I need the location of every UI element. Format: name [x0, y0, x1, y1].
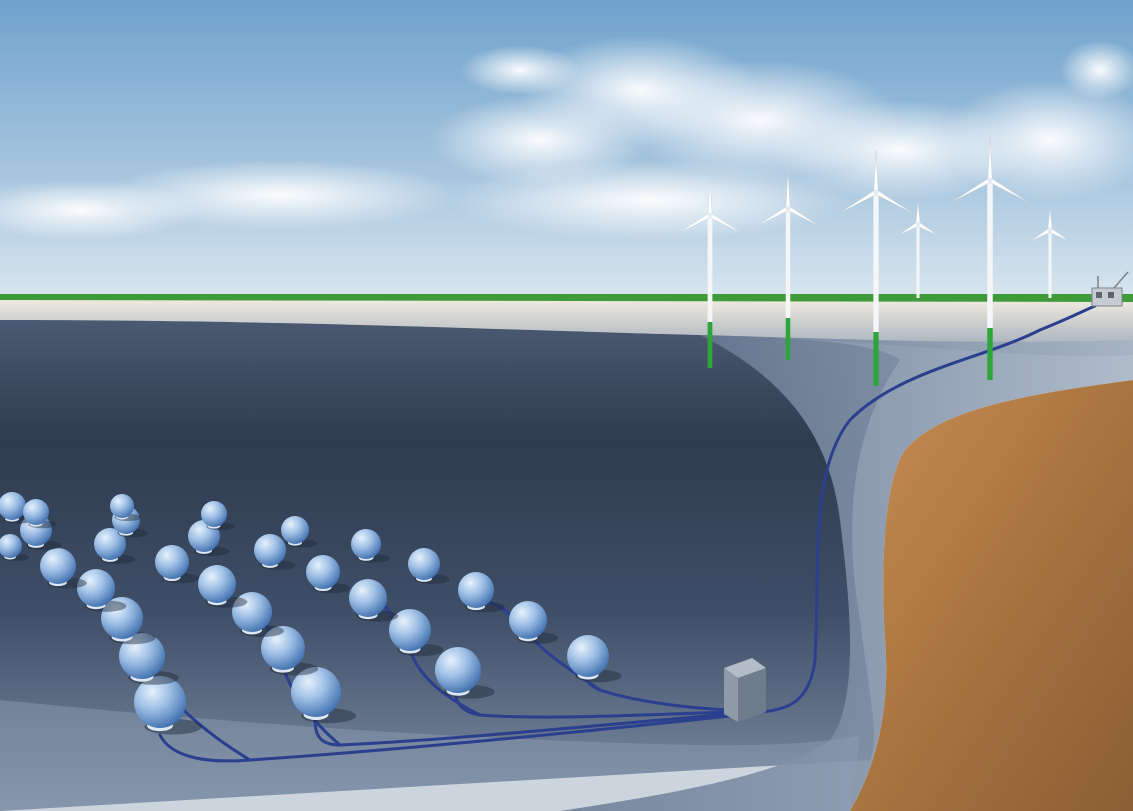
- storage-sphere: [101, 597, 156, 645]
- storage-sphere: [254, 534, 296, 570]
- floor-highlight: [0, 700, 860, 811]
- storage-sphere: [349, 579, 399, 622]
- storage-sphere: [112, 506, 149, 538]
- storage-sphere: [110, 494, 142, 522]
- storage-sphere: [435, 647, 495, 699]
- storage-sphere: [119, 633, 179, 685]
- storage-sphere: [198, 565, 248, 608]
- storage-sphere: [201, 501, 235, 531]
- storage-sphere: [134, 676, 202, 735]
- storage-sphere: [567, 635, 622, 683]
- storage-sphere: [306, 555, 351, 594]
- wind-turbine: [839, 149, 913, 386]
- wind-turbine: [676, 176, 744, 368]
- cables: [93, 304, 1097, 763]
- storage-sphere: [281, 516, 318, 548]
- grass-horizon: [0, 294, 1133, 304]
- storage-sphere: [389, 609, 444, 657]
- wind-turbine: [951, 135, 1029, 380]
- storage-sphere: [458, 572, 505, 613]
- shore-station: [1091, 271, 1129, 307]
- basin-wall: [560, 335, 1133, 811]
- storage-sphere: [261, 626, 319, 676]
- storage-sphere: [408, 548, 450, 584]
- storage-sphere: [509, 601, 559, 644]
- storage-sphere: [0, 534, 30, 562]
- junction-box: [724, 658, 766, 722]
- clouds: [0, 35, 1133, 240]
- storage-sphere: [291, 667, 356, 724]
- storage-sphere: [232, 592, 284, 637]
- storage-sphere: [351, 529, 390, 563]
- sediment-cross-section: [850, 380, 1133, 811]
- wind-turbines: [676, 135, 1070, 386]
- storage-sphere: [94, 528, 136, 564]
- storage-sphere: [77, 569, 127, 612]
- wind-turbine: [756, 171, 820, 360]
- storage-spheres: [0, 492, 622, 735]
- seabed-floor: [0, 320, 900, 811]
- storage-sphere: [23, 499, 57, 529]
- wind-turbine: [898, 201, 938, 298]
- storage-sphere: [40, 548, 87, 589]
- wind-turbine: [1030, 207, 1070, 298]
- storage-sphere: [155, 545, 200, 584]
